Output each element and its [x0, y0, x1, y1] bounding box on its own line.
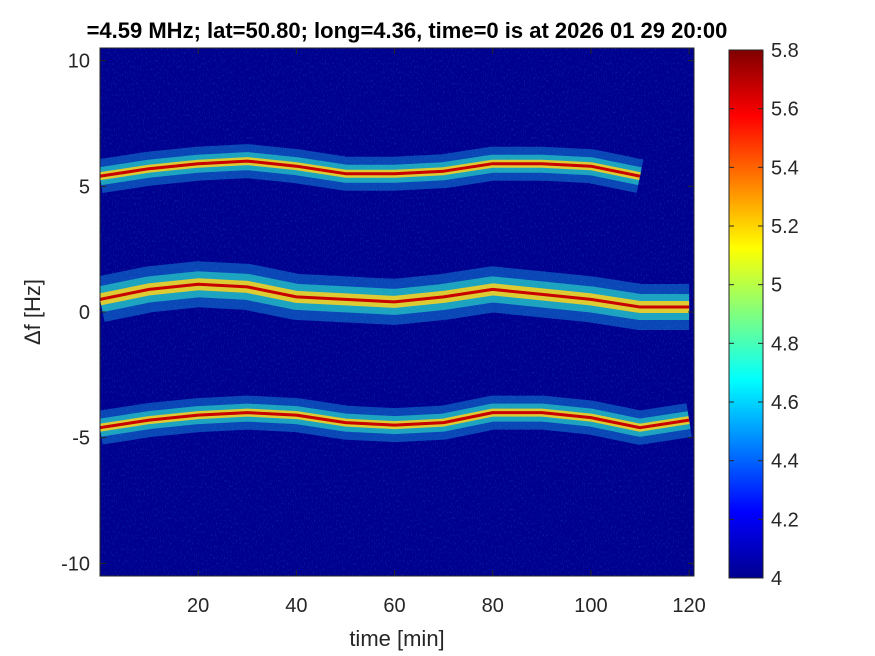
x-tick-label: 60: [383, 595, 405, 617]
signal-traces: [100, 144, 692, 445]
colorbar-tick-label: 5.2: [771, 216, 799, 238]
y-tick-label: 5: [79, 176, 90, 198]
colorbar-tick-label: 4.6: [771, 392, 799, 414]
signal-band-1: [100, 144, 644, 194]
colorbar-tick-label: 5.6: [771, 99, 799, 121]
signal-band-2: [100, 261, 690, 330]
colorbar-tick-label: 4.8: [771, 333, 799, 355]
y-axis-label: Δf [Hz]: [20, 279, 45, 345]
colorbar: 4 4.2 4.4 4.6 4.8 5 5.2 5.4 5.6 5.8: [728, 40, 799, 590]
y-tick-label: 10: [68, 51, 90, 73]
band-center-line: [100, 282, 690, 309]
colorbar-ticks: 4 4.2 4.4 4.6 4.8 5 5.2 5.4 5.6 5.8: [729, 40, 799, 590]
colorbar-gradient: [728, 49, 764, 579]
plot-area: [99, 47, 695, 577]
colorbar-tick-label: 5: [771, 275, 782, 297]
y-tick-label: 0: [79, 302, 90, 324]
colorbar-tick-label: 4.2: [771, 509, 799, 531]
x-axis: 20 40 60 80 100 120: [187, 48, 706, 617]
y-tick-label: -5: [72, 428, 90, 450]
y-axis: -10 -5 0 5 10: [61, 51, 694, 575]
band-center-line: [100, 411, 690, 430]
band-center-line: [100, 159, 641, 178]
x-axis-label: time [min]: [349, 626, 444, 651]
x-tick-label: 120: [672, 595, 705, 617]
colorbar-tick-label: 5.8: [771, 40, 799, 62]
x-tick-label: 20: [187, 595, 209, 617]
colorbar-tick-label: 4: [771, 568, 782, 590]
chart-title: =4.59 MHz; lat=50.80; long=4.36, time=0 …: [87, 18, 728, 43]
x-tick-label: 40: [285, 595, 307, 617]
colorbar-tick-label: 4.4: [771, 451, 799, 473]
colorbar-tick-label: 5.4: [771, 157, 799, 179]
signal-band-3: [100, 395, 692, 445]
x-tick-label: 80: [482, 595, 504, 617]
x-tick-label: 100: [574, 595, 607, 617]
y-tick-label: -10: [61, 553, 90, 575]
